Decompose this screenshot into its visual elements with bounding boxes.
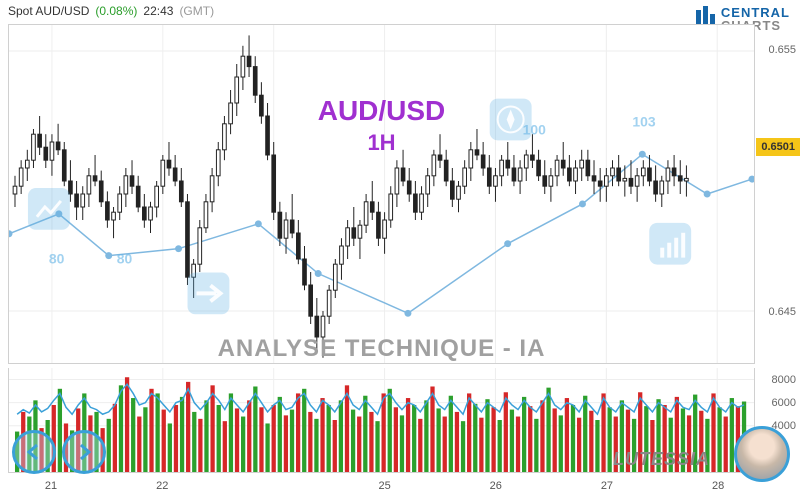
nav-next-button[interactable] (62, 430, 106, 474)
pair-watermark: AUD/USD (318, 95, 446, 127)
nav-prev-button[interactable] (12, 430, 56, 474)
price-change: (0.08%) (95, 4, 137, 18)
last-price-badge: 0.6501 (756, 138, 800, 156)
assistant-avatar[interactable] (734, 426, 790, 482)
x-tick-label: 26 (490, 480, 502, 492)
analyse-watermark: ANALYSE TECHNIQUE - IA (218, 335, 546, 363)
svg-text:80: 80 (117, 251, 133, 267)
timezone: (GMT) (179, 4, 214, 18)
chart-header: Spot AUD/USD (0.08%) 22:43 (GMT) (8, 4, 214, 18)
x-tick-label: 25 (378, 480, 390, 492)
x-tick-label: 27 (601, 480, 613, 492)
svg-text:103: 103 (632, 113, 656, 129)
lutessia-watermark: LUTESSIA (613, 449, 710, 470)
timestamp: 22:43 (143, 4, 173, 18)
vol-y-tick-label: 8000 (772, 374, 796, 386)
svg-text:80: 80 (49, 251, 65, 267)
x-tick-label: 28 (712, 480, 724, 492)
price-chart[interactable]: 8080100103 AUD/USD 1H ANALYSE TECHNIQUE … (8, 24, 755, 364)
timeframe-watermark: 1H (367, 130, 395, 156)
y-tick-label: 0.645 (768, 306, 796, 318)
vol-y-tick-label: 4000 (772, 420, 796, 432)
instrument-title: Spot AUD/USD (8, 4, 89, 18)
vol-y-tick-label: 6000 (772, 397, 796, 409)
x-tick-label: 21 (45, 480, 57, 492)
x-tick-label: 22 (156, 480, 168, 492)
y-tick-label: 0.655 (768, 44, 796, 56)
